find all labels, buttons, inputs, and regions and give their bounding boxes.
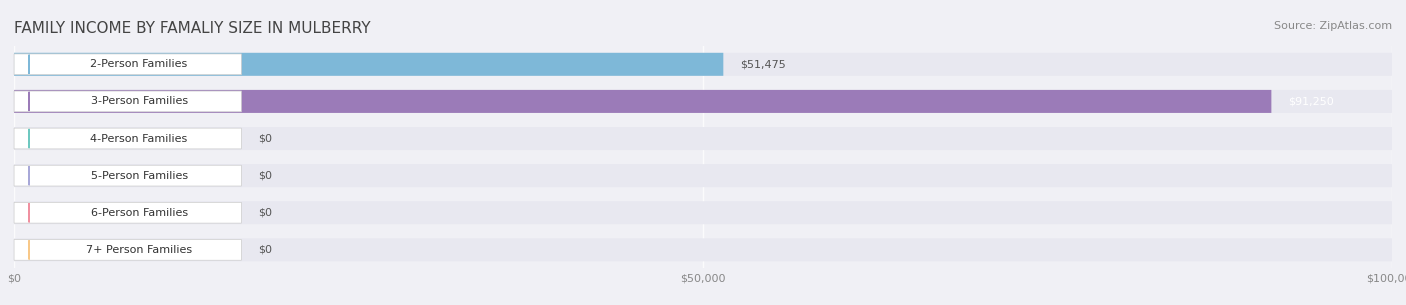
FancyBboxPatch shape (14, 90, 1392, 113)
FancyBboxPatch shape (14, 239, 242, 260)
FancyBboxPatch shape (14, 238, 1392, 261)
FancyBboxPatch shape (14, 201, 1392, 224)
FancyBboxPatch shape (14, 53, 1392, 76)
Text: 3-Person Families: 3-Person Families (90, 96, 187, 106)
Text: 4-Person Families: 4-Person Families (90, 134, 188, 144)
Text: 5-Person Families: 5-Person Families (90, 170, 187, 181)
Text: $0: $0 (257, 245, 271, 255)
Text: $0: $0 (257, 170, 271, 181)
FancyBboxPatch shape (14, 54, 242, 75)
Text: $91,250: $91,250 (1288, 96, 1334, 106)
Text: $0: $0 (257, 134, 271, 144)
Text: $0: $0 (257, 208, 271, 218)
FancyBboxPatch shape (14, 127, 1392, 150)
Text: 7+ Person Families: 7+ Person Families (86, 245, 193, 255)
FancyBboxPatch shape (14, 90, 1271, 113)
FancyBboxPatch shape (14, 53, 723, 76)
FancyBboxPatch shape (14, 165, 242, 186)
FancyBboxPatch shape (14, 128, 242, 149)
Text: 6-Person Families: 6-Person Families (90, 208, 187, 218)
FancyBboxPatch shape (14, 164, 1392, 187)
FancyBboxPatch shape (14, 202, 242, 223)
Text: Source: ZipAtlas.com: Source: ZipAtlas.com (1274, 21, 1392, 31)
Text: 2-Person Families: 2-Person Families (90, 59, 188, 69)
Text: FAMILY INCOME BY FAMALIY SIZE IN MULBERRY: FAMILY INCOME BY FAMALIY SIZE IN MULBERR… (14, 21, 371, 36)
Text: $51,475: $51,475 (740, 59, 786, 69)
FancyBboxPatch shape (14, 91, 242, 112)
